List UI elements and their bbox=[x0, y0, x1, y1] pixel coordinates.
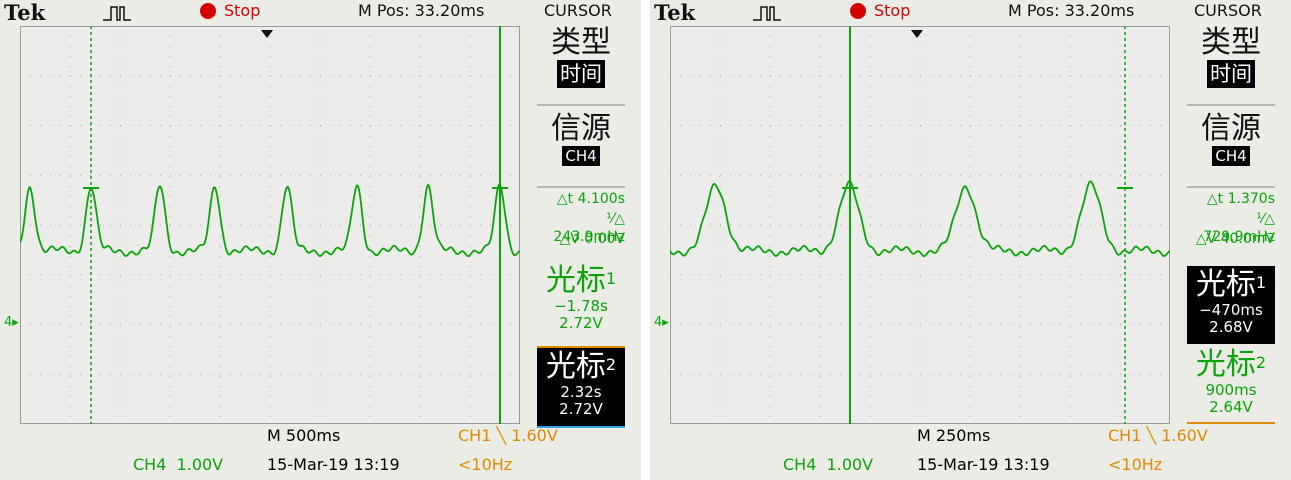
stop-indicator-icon bbox=[200, 3, 216, 19]
menu-divider bbox=[1187, 186, 1275, 188]
scope-screen-right: Tek Stop M Pos: 33.20ms CURSOR 4▸ 类型 时间 … bbox=[650, 0, 1291, 480]
cursor2-time: 900ms bbox=[1205, 381, 1257, 399]
m-pos-readout: M Pos: 33.20ms bbox=[1008, 1, 1135, 20]
source-label: 信源 bbox=[1201, 111, 1261, 146]
ch4-waveform bbox=[20, 183, 520, 258]
menu-divider bbox=[537, 186, 625, 188]
source-label: 信源 bbox=[551, 111, 611, 146]
menu-type-button[interactable]: 类型 时间 bbox=[1187, 26, 1275, 104]
trigger-position-icon bbox=[911, 30, 923, 38]
type-label: 类型 bbox=[551, 25, 611, 60]
delta-v-readout: △V 0.00V bbox=[559, 231, 625, 247]
delta-v-readout: △V 40.0mV bbox=[1195, 231, 1275, 247]
cursor2-label: 光标 bbox=[1195, 347, 1256, 382]
cursor2-volt: 2.72V bbox=[559, 400, 603, 418]
cursor2-label: 光标 bbox=[545, 349, 606, 384]
menu-source-button[interactable]: 信源 CH4 bbox=[1187, 112, 1275, 182]
frequency-readout: ⅟△ 729.9mHz bbox=[1187, 210, 1279, 246]
cursor1-button[interactable]: 光标1 −1.78s 2.72V bbox=[537, 262, 625, 338]
cursor1-index: 1 bbox=[605, 269, 617, 288]
menu-source-button[interactable]: 信源 CH4 bbox=[537, 112, 625, 182]
cursor2-time: 2.32s bbox=[560, 383, 602, 401]
menu-type-button[interactable]: 类型 时间 bbox=[537, 26, 625, 104]
cursor1-button[interactable]: 光标1 −470ms 2.68V bbox=[1187, 266, 1275, 344]
datetime: 15-Mar-19 13:19 bbox=[267, 455, 400, 474]
cursor2-index: 2 bbox=[605, 355, 617, 374]
cursor2-index: 2 bbox=[1255, 353, 1267, 372]
datetime: 15-Mar-19 13:19 bbox=[917, 455, 1050, 474]
trigger-readout: CH1 ╲ 1.60V bbox=[458, 426, 558, 445]
menu-divider bbox=[537, 104, 625, 106]
type-value: 时间 bbox=[557, 60, 605, 88]
pulse-trigger-icon bbox=[102, 3, 132, 27]
frequency-value: 243.9mHz bbox=[553, 229, 625, 245]
run-state: Stop bbox=[224, 1, 261, 20]
brand-logo: Tek bbox=[4, 0, 46, 25]
trigger-readout: CH1 ╲ 1.60V bbox=[1108, 426, 1208, 445]
cursor-menu: 类型 时间 信源 CH4 △t 4.100s ⅟△ 243.9mHz △V 0.… bbox=[537, 26, 625, 428]
type-label: 类型 bbox=[1201, 25, 1261, 60]
cursor1-label: 光标 bbox=[545, 263, 606, 298]
brand-logo: Tek bbox=[654, 0, 696, 25]
status-bar: Tek Stop M Pos: 33.20ms CURSOR bbox=[650, 0, 1291, 26]
trigger-position-icon bbox=[261, 30, 273, 38]
menu-title: CURSOR bbox=[544, 1, 612, 20]
type-value: 时间 bbox=[1207, 60, 1255, 88]
stop-indicator-icon bbox=[850, 3, 866, 19]
timebase-readout: M 500ms bbox=[267, 426, 341, 445]
source-value: CH4 bbox=[562, 146, 600, 166]
cursor1-label: 光标 bbox=[1195, 267, 1256, 302]
source-value: CH4 bbox=[1212, 146, 1250, 166]
trigger-frequency: <10Hz bbox=[458, 455, 513, 474]
cursor2-button[interactable]: 光标2 2.32s 2.72V bbox=[537, 346, 625, 428]
cursor-menu: 类型 时间 信源 CH4 △t 1.370s ⅟△ 729.9mHz △V 40… bbox=[1187, 26, 1275, 426]
cursor1-volt: 2.72V bbox=[559, 314, 603, 332]
run-state: Stop bbox=[874, 1, 911, 20]
waveform-graticule bbox=[20, 26, 520, 424]
menu-divider bbox=[1187, 104, 1275, 106]
trigger-frequency: <10Hz bbox=[1108, 455, 1163, 474]
delta-t-readout: △t 4.100s bbox=[556, 191, 625, 207]
frequency-readout: ⅟△ 243.9mHz bbox=[537, 210, 629, 246]
waveform-graticule bbox=[670, 26, 1170, 424]
cursor2-button[interactable]: 光标2 900ms 2.64V bbox=[1187, 346, 1275, 424]
cursor1-index: 1 bbox=[1255, 273, 1267, 292]
channel-readout: CH4 1.00V bbox=[133, 455, 224, 474]
menu-title: CURSOR bbox=[1194, 1, 1262, 20]
channel-readout: CH4 1.00V bbox=[783, 455, 874, 474]
cursor1-volt: 2.68V bbox=[1209, 318, 1253, 336]
cursor2-volt: 2.64V bbox=[1209, 398, 1253, 416]
m-pos-readout: M Pos: 33.20ms bbox=[358, 1, 485, 20]
scope-screen-left: Tek Stop M Pos: 33.20ms CURSOR 4▸ 类型 时间 … bbox=[0, 0, 641, 480]
delta-t-readout: △t 1.370s bbox=[1206, 191, 1275, 207]
ch4-ground-marker: 4▸ bbox=[4, 315, 19, 330]
waveform-svg bbox=[20, 26, 520, 424]
divider bbox=[641, 0, 650, 480]
inverse-icon: ⅟△ bbox=[1256, 211, 1275, 227]
pulse-trigger-icon bbox=[752, 3, 782, 27]
inverse-icon: ⅟△ bbox=[606, 211, 625, 227]
ch4-waveform bbox=[670, 180, 1170, 258]
cursor1-time: −470ms bbox=[1199, 301, 1263, 319]
timebase-readout: M 250ms bbox=[917, 426, 991, 445]
waveform-svg bbox=[670, 26, 1170, 424]
ch4-ground-marker: 4▸ bbox=[654, 315, 669, 330]
cursor1-time: −1.78s bbox=[554, 297, 608, 315]
frequency-value: 729.9mHz bbox=[1203, 229, 1275, 245]
status-bar: Tek Stop M Pos: 33.20ms CURSOR bbox=[0, 0, 641, 26]
